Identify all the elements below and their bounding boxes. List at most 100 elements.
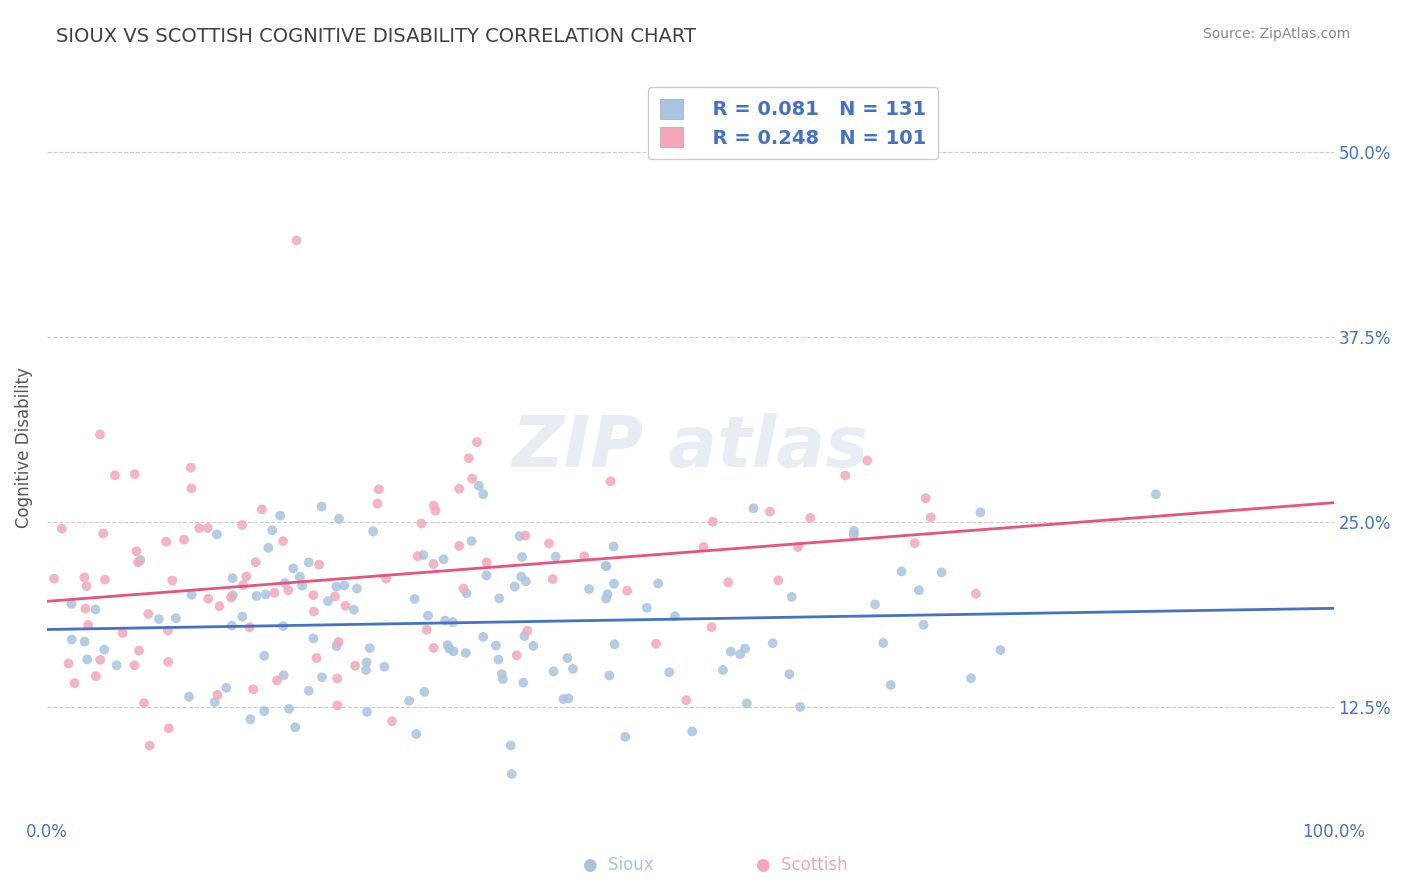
Point xyxy=(603,576,626,591)
Point xyxy=(51,522,73,536)
Point xyxy=(132,696,155,710)
Point xyxy=(692,540,714,554)
Point xyxy=(834,468,856,483)
Point xyxy=(250,502,273,516)
Point xyxy=(664,609,686,624)
Point xyxy=(516,624,538,638)
Point xyxy=(323,590,346,604)
Point xyxy=(253,648,276,663)
Point xyxy=(711,663,734,677)
Point xyxy=(557,651,579,665)
Point xyxy=(702,515,724,529)
Point xyxy=(636,600,658,615)
Point xyxy=(75,601,97,615)
Point xyxy=(492,672,515,686)
Point xyxy=(239,712,262,726)
Point xyxy=(541,572,564,586)
Point xyxy=(94,573,117,587)
Point xyxy=(285,234,308,248)
Point xyxy=(245,555,267,569)
Legend:   R = 0.081   N = 131,   R = 0.248   N = 101: R = 0.081 N = 131, R = 0.248 N = 101 xyxy=(648,87,938,160)
Point xyxy=(283,561,305,575)
Point xyxy=(344,658,367,673)
Point xyxy=(177,690,200,704)
Point xyxy=(742,501,765,516)
Point xyxy=(311,500,333,514)
Point xyxy=(42,572,65,586)
Point xyxy=(288,570,311,584)
Point xyxy=(375,572,398,586)
Point xyxy=(155,534,177,549)
Point xyxy=(271,534,294,549)
Point xyxy=(406,549,429,564)
Point xyxy=(434,614,457,628)
Point xyxy=(326,672,349,686)
Point xyxy=(616,583,638,598)
Point xyxy=(111,626,134,640)
Point xyxy=(485,639,508,653)
Point xyxy=(787,540,810,554)
Point xyxy=(720,645,742,659)
Text: ZIP atlas: ZIP atlas xyxy=(512,414,869,483)
Point xyxy=(208,599,231,614)
Point xyxy=(557,691,579,706)
Point xyxy=(157,721,180,735)
Point xyxy=(180,481,202,495)
Point xyxy=(373,659,395,673)
Point xyxy=(491,667,513,681)
Point xyxy=(931,566,953,580)
Text: ●  Scottish: ● Scottish xyxy=(755,856,848,874)
Point xyxy=(127,555,149,569)
Point xyxy=(124,658,146,673)
Point xyxy=(912,617,935,632)
Point xyxy=(990,643,1012,657)
Point xyxy=(242,682,264,697)
Point xyxy=(221,618,243,632)
Point xyxy=(129,553,152,567)
Point xyxy=(614,730,637,744)
Point xyxy=(77,618,100,632)
Point xyxy=(298,683,321,698)
Point xyxy=(422,557,444,571)
Point xyxy=(879,678,901,692)
Point xyxy=(768,574,790,588)
Point xyxy=(544,549,567,564)
Point xyxy=(305,651,328,665)
Point xyxy=(537,536,560,550)
Point xyxy=(411,516,433,531)
Point xyxy=(602,540,624,554)
Point xyxy=(562,662,585,676)
Point xyxy=(84,669,107,683)
Point xyxy=(291,579,314,593)
Point xyxy=(503,580,526,594)
Point xyxy=(908,583,931,598)
Point xyxy=(157,655,180,669)
Point xyxy=(778,667,800,681)
Point xyxy=(354,663,377,677)
Point xyxy=(284,720,307,734)
Point xyxy=(920,510,942,524)
Point xyxy=(436,638,458,652)
Point xyxy=(328,635,350,649)
Point xyxy=(165,611,187,625)
Point xyxy=(381,714,404,729)
Point xyxy=(156,624,179,638)
Point xyxy=(277,583,299,598)
Point xyxy=(221,571,243,585)
Point xyxy=(188,521,211,535)
Point xyxy=(84,602,107,616)
Point xyxy=(735,697,758,711)
Point xyxy=(499,739,522,753)
Point xyxy=(231,609,253,624)
Point xyxy=(273,668,295,682)
Point xyxy=(488,653,510,667)
Point xyxy=(603,637,626,651)
Point xyxy=(416,623,439,637)
Point xyxy=(904,536,927,550)
Point xyxy=(91,526,114,541)
Point xyxy=(595,559,617,574)
Point xyxy=(449,539,471,553)
Point xyxy=(197,521,219,535)
Point xyxy=(311,670,333,684)
Point xyxy=(441,615,464,629)
